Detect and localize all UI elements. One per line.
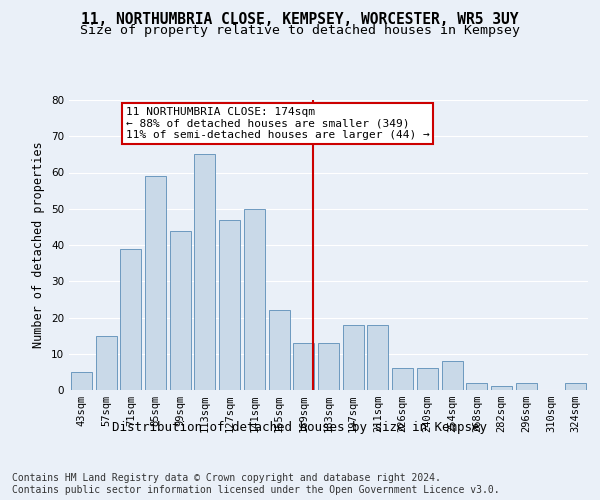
Text: 11 NORTHUMBRIA CLOSE: 174sqm
← 88% of detached houses are smaller (349)
11% of s: 11 NORTHUMBRIA CLOSE: 174sqm ← 88% of de… (126, 108, 430, 140)
Bar (244, 209, 265, 390)
Bar (219, 220, 240, 390)
Bar (491, 386, 512, 390)
Bar (71, 372, 92, 390)
Text: Distribution of detached houses by size in Kempsey: Distribution of detached houses by size … (113, 421, 487, 434)
Bar (293, 343, 314, 390)
Bar (95, 336, 116, 390)
Bar (318, 343, 339, 390)
Bar (565, 383, 586, 390)
Bar (442, 361, 463, 390)
Bar (392, 368, 413, 390)
Bar (194, 154, 215, 390)
Text: Contains HM Land Registry data © Crown copyright and database right 2024.
Contai: Contains HM Land Registry data © Crown c… (12, 474, 500, 495)
Bar (417, 368, 438, 390)
Bar (269, 310, 290, 390)
Y-axis label: Number of detached properties: Number of detached properties (32, 142, 46, 348)
Bar (145, 176, 166, 390)
Bar (466, 383, 487, 390)
Bar (120, 248, 141, 390)
Bar (367, 325, 388, 390)
Bar (516, 383, 537, 390)
Bar (170, 230, 191, 390)
Text: 11, NORTHUMBRIA CLOSE, KEMPSEY, WORCESTER, WR5 3UY: 11, NORTHUMBRIA CLOSE, KEMPSEY, WORCESTE… (81, 12, 519, 28)
Bar (343, 325, 364, 390)
Text: Size of property relative to detached houses in Kempsey: Size of property relative to detached ho… (80, 24, 520, 37)
